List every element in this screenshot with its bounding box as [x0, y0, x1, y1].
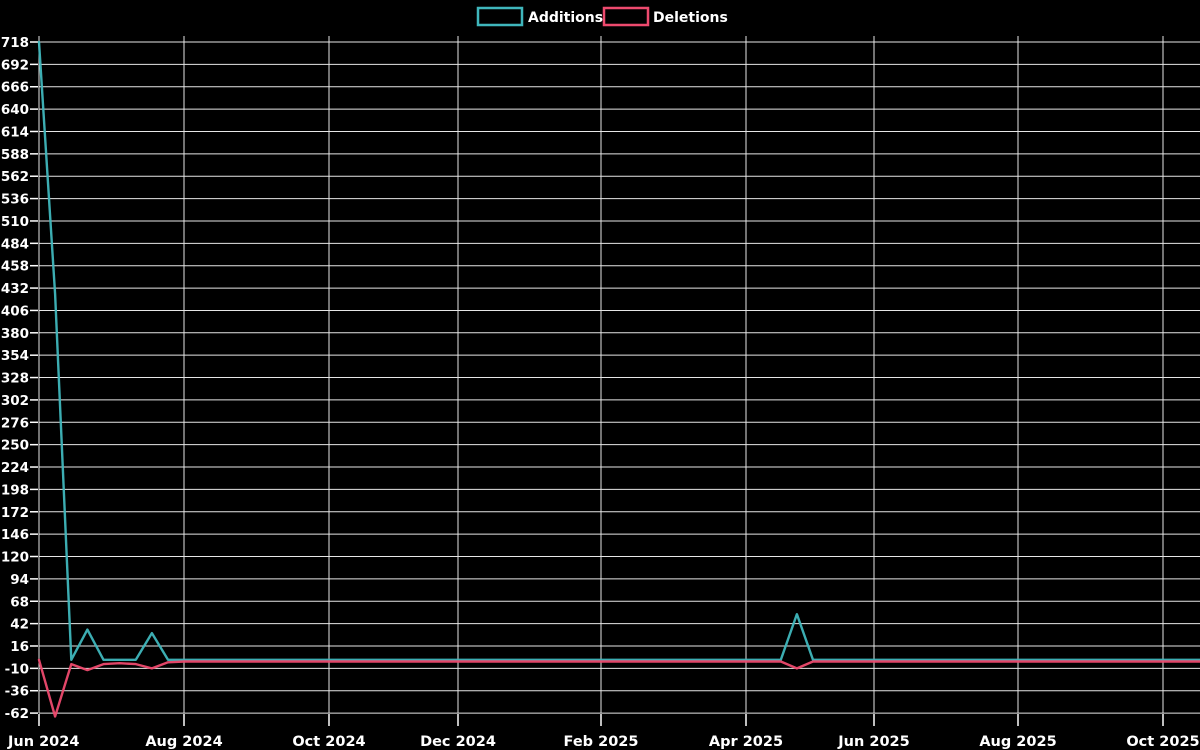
x-tick-label: Oct 2024 [292, 734, 365, 750]
y-tick-label: 146 [1, 527, 29, 543]
y-tick-label: 224 [1, 460, 29, 476]
y-tick-label: 666 [1, 80, 29, 96]
y-tick-label: 68 [10, 594, 29, 610]
y-tick-label: -36 [5, 684, 29, 700]
x-tick-label: Apr 2025 [709, 734, 783, 750]
x-tick-label: Jun 2024 [7, 734, 79, 750]
y-tick-label: 354 [1, 348, 29, 364]
y-tick-label: -10 [5, 661, 29, 677]
y-tick-label: 588 [1, 147, 29, 163]
y-tick-label: 198 [1, 482, 29, 498]
y-tick-label: 380 [1, 326, 29, 342]
legend-item-additions[interactable]: Additions [476, 6, 603, 27]
y-tick-label: 692 [1, 57, 29, 73]
data-series-lines [37, 40, 1200, 718]
horizontal-gridlines [39, 41, 1200, 714]
deletions-line [37, 658, 1200, 718]
legend-label-deletions: Deletions [653, 10, 728, 26]
y-tick-label: 562 [1, 169, 29, 185]
x-axis-ticks [38, 714, 1164, 726]
x-tick-label: Oct 2025 [1126, 734, 1199, 750]
y-axis-labels: -62 -36 -10 16 42 68 94 120 146 172 198 224 250 276 30… [1, 35, 29, 722]
y-tick-label: 640 [1, 102, 29, 118]
x-axis-labels: Jun 2024 Aug 2024 Oct 2024 Dec 2024 Feb 2025… [7, 734, 1200, 750]
vertical-gridlines [38, 36, 1164, 714]
y-tick-label: 432 [1, 281, 29, 297]
x-tick-label: Aug 2025 [979, 734, 1056, 750]
y-tick-label: 276 [1, 415, 29, 431]
y-tick-label: 94 [10, 572, 29, 588]
y-tick-label: -62 [5, 706, 29, 722]
legend-item-deletions[interactable]: Deletions [602, 6, 728, 27]
x-tick-label: Feb 2025 [564, 734, 639, 750]
y-tick-label: 250 [1, 438, 29, 454]
y-axis-ticks [30, 41, 38, 714]
additions-swatch-icon [476, 6, 524, 27]
y-tick-label: 510 [1, 214, 29, 230]
y-tick-label: 16 [10, 639, 29, 655]
legend-label-additions: Additions [528, 10, 603, 26]
additions-line [37, 40, 1200, 661]
y-tick-label: 536 [1, 192, 29, 208]
y-tick-label: 718 [1, 35, 29, 51]
y-tick-label: 484 [1, 236, 29, 252]
deletions-swatch-icon [602, 6, 650, 27]
y-tick-label: 42 [10, 617, 29, 633]
y-tick-label: 458 [1, 259, 29, 275]
x-tick-label: Dec 2024 [420, 734, 496, 750]
y-tick-label: 614 [1, 124, 29, 140]
y-tick-label: 120 [1, 550, 29, 566]
x-tick-label: Aug 2024 [145, 734, 222, 750]
y-tick-label: 328 [1, 371, 29, 387]
y-tick-label: 172 [1, 505, 29, 521]
y-tick-label: 302 [1, 393, 29, 409]
chart-legend: Additions Deletions [476, 6, 728, 27]
x-tick-label: Jun 2025 [837, 734, 909, 750]
y-tick-label: 406 [1, 303, 29, 319]
